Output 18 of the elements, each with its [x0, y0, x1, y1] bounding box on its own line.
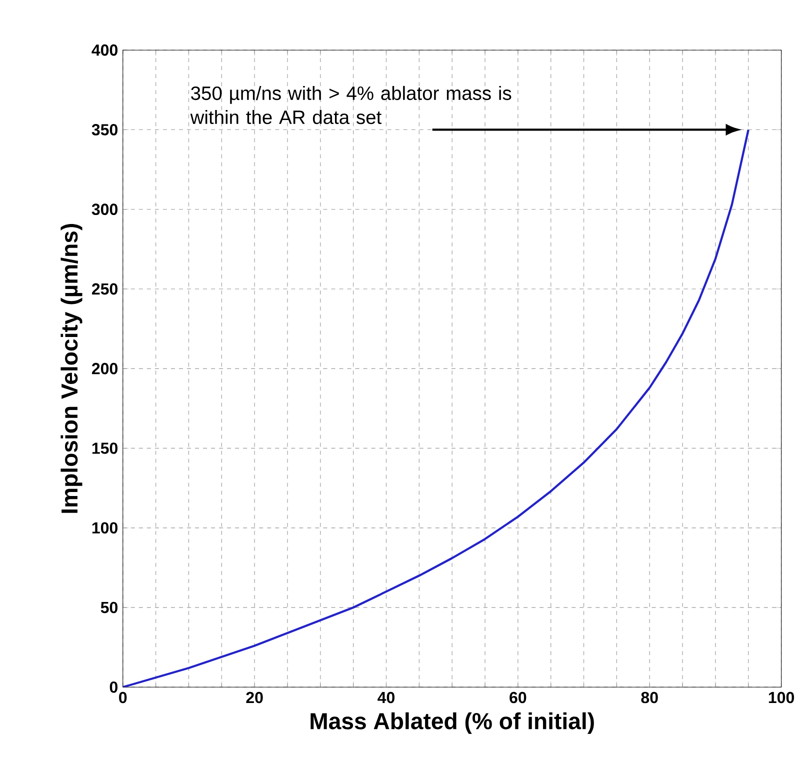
x-tick-label: 80: [641, 692, 658, 704]
x-tick-label: 20: [246, 692, 263, 704]
y-tick-label: 50: [100, 602, 118, 614]
x-tick-label: 40: [378, 692, 394, 704]
annotation: 350 µm/ns with > 4% ablator mass is within the AR data set: [190, 86, 512, 124]
y-tick-label: 0: [110, 681, 118, 693]
x-tick-label: 0: [119, 692, 127, 704]
y-tick-label: 100: [92, 522, 118, 534]
y-axis-title: Implosion Velocity (µm/ns): [60, 224, 82, 513]
y-tick-label: 300: [92, 204, 118, 215]
x-tick-label: 60: [510, 692, 526, 704]
y-tick-label: 250: [92, 283, 118, 294]
y-tick-label: 400: [92, 44, 118, 56]
y-tick-label: 150: [92, 442, 118, 454]
x-axis-title: Mass Ablated (% of initial): [310, 712, 594, 734]
y-tick-label: 350: [92, 124, 118, 136]
x-tick-label: 100: [768, 692, 794, 704]
y-tick-label: 200: [92, 362, 118, 374]
